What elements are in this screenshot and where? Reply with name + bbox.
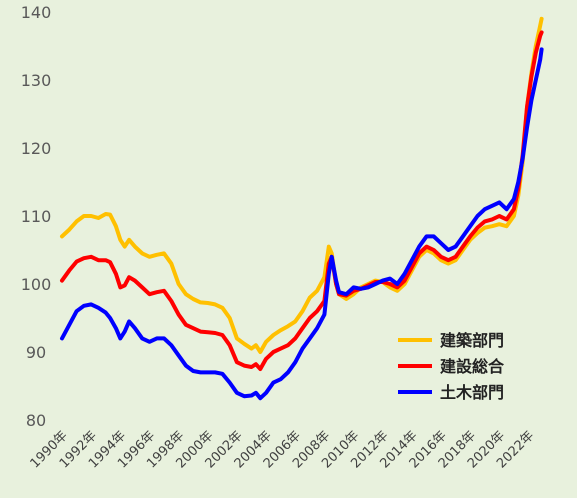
legend-label: 建設総合 [440, 357, 505, 376]
y-tick-label: 80 [26, 411, 46, 430]
y-tick-label: 120 [21, 139, 52, 158]
series-lines [60, 16, 544, 401]
y-tick-label: 140 [21, 3, 52, 22]
series-line [60, 16, 544, 354]
y-tick-label: 90 [26, 343, 46, 362]
series-line [60, 47, 544, 401]
y-tick-label: 130 [21, 71, 52, 90]
legend-label: 建築部門 [440, 331, 504, 350]
y-tick-label: 100 [21, 275, 52, 294]
y-axis: 80 90 100 110 120 130 140 [21, 3, 52, 430]
y-tick-label: 110 [21, 207, 52, 226]
series-line [60, 30, 544, 371]
legend-label: 土木部門 [440, 383, 504, 402]
